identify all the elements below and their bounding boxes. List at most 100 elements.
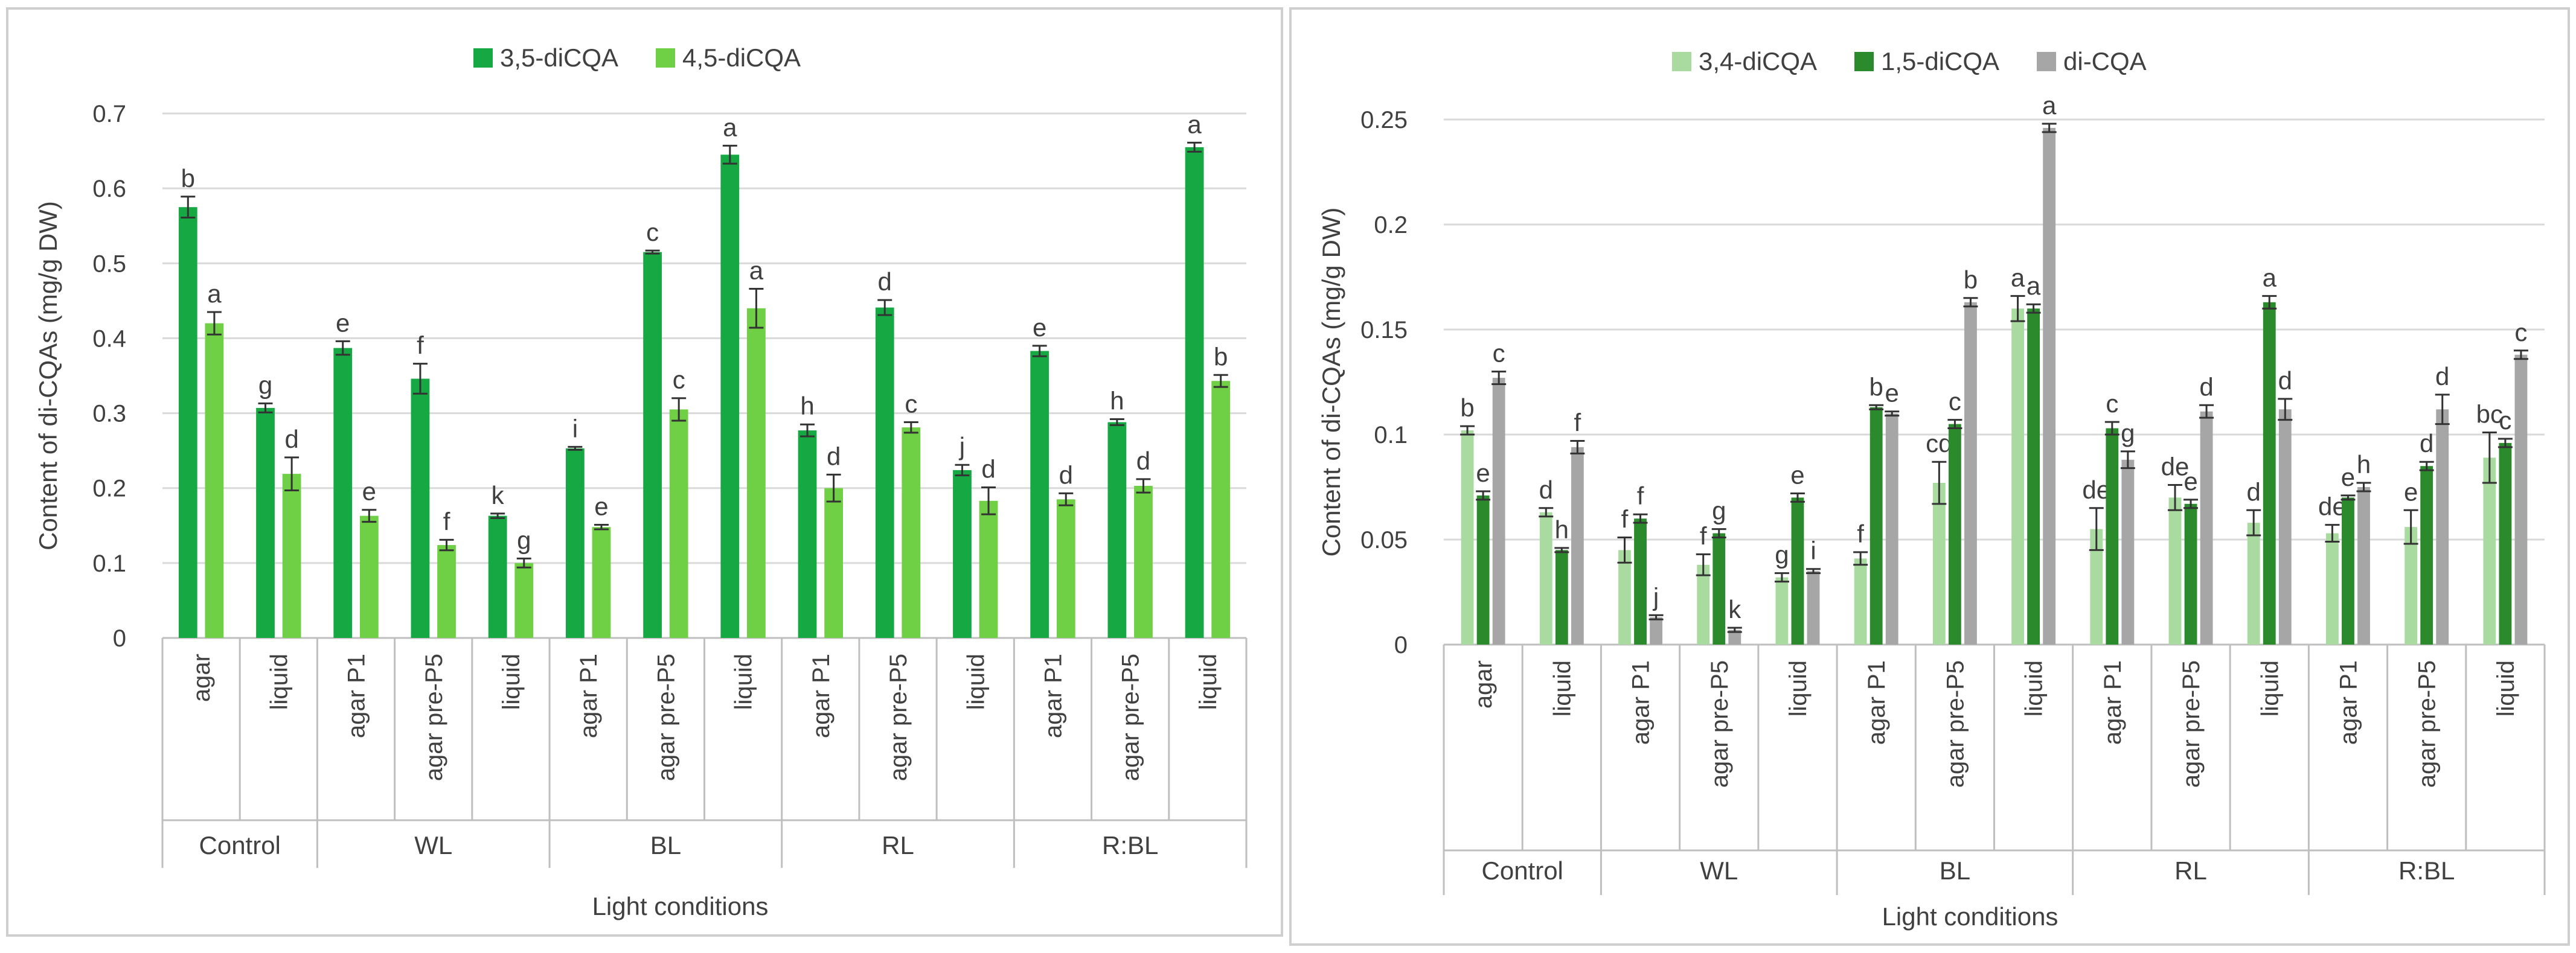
bar-di-CQA — [1807, 571, 1820, 645]
significance-label: d — [827, 442, 841, 470]
bar-3,4-diCQA — [1618, 550, 1631, 645]
legend-label: 4,5-diCQA — [682, 43, 801, 72]
bar-4,5-diCQA — [359, 515, 379, 638]
bar-4,5-diCQA — [205, 323, 224, 638]
y-tick-label: 0.5 — [92, 250, 126, 277]
y-tick-label: 0.1 — [1374, 422, 1408, 448]
bar-3,4-diCQA — [2326, 533, 2339, 645]
bar-3,5-diCQA — [953, 470, 972, 638]
significance-label: a — [2027, 272, 2041, 300]
significance-label: d — [1059, 461, 1073, 489]
bar-1,5-diCQA — [2342, 497, 2354, 645]
x-axis-title: Light conditions — [1882, 902, 2059, 931]
bar-4,5-diCQA — [747, 308, 766, 638]
significance-label: d — [1136, 447, 1150, 475]
bar-3,4-diCQA — [2405, 527, 2418, 645]
bar-3,4-diCQA — [1854, 558, 1867, 645]
bar-3,5-diCQA — [178, 207, 197, 638]
bar-di-CQA — [1964, 302, 1977, 645]
bar-3,4-diCQA — [1539, 512, 1552, 645]
significance-label: e — [1885, 379, 1899, 407]
bar-1,5-diCQA — [2106, 428, 2119, 645]
significance-label: b — [1964, 266, 1978, 294]
legend-swatch-3,4-diCQA — [1672, 52, 1691, 71]
significance-label: a — [2011, 263, 2025, 292]
significance-label: a — [723, 113, 737, 141]
bar-3,5-diCQA — [1107, 422, 1127, 638]
x-tick-label: liquid — [1195, 654, 1222, 710]
legend-label: 3,5-diCQA — [500, 43, 618, 72]
legend-swatch-1,5-diCQA — [1854, 52, 1874, 71]
significance-label: c — [646, 218, 659, 246]
significance-label: f — [1637, 482, 1644, 510]
significance-label: j — [1652, 582, 1659, 611]
bar-4,5-diCQA — [669, 409, 688, 638]
bar-1,5-diCQA — [2420, 466, 2433, 645]
significance-label: c — [1949, 387, 1961, 416]
significance-label: h — [1110, 387, 1124, 415]
bar-di-CQA — [2121, 459, 2135, 645]
x-tick-label: liquid — [1785, 660, 1812, 716]
y-tick-label: 0.2 — [92, 476, 126, 502]
bar-3,4-diCQA — [2247, 523, 2260, 645]
bar-4,5-diCQA — [592, 527, 611, 638]
bar-di-CQA — [1728, 629, 1741, 645]
bar-3,4-diCQA — [2011, 308, 2024, 645]
significance-label: c — [905, 389, 917, 418]
x-tick-label: agar P1 — [2100, 660, 2126, 745]
significance-label: c — [2499, 406, 2511, 435]
significance-label: c — [1493, 339, 1505, 368]
bar-4,5-diCQA — [979, 500, 998, 638]
significance-label: g — [258, 371, 272, 399]
x-tick-label: agar P1 — [575, 654, 602, 738]
significance-label: h — [800, 392, 814, 420]
significance-label: de — [2082, 476, 2110, 504]
x-tick-label: liquid — [2257, 660, 2283, 716]
x-axis-title: Light conditions — [592, 892, 769, 920]
bar-3,5-diCQA — [256, 407, 275, 638]
legend-label: 1,5-diCQA — [1881, 47, 1999, 75]
significance-label: f — [1574, 408, 1581, 436]
significance-label: k — [492, 481, 505, 509]
group-label: Control — [199, 831, 281, 859]
bar-di-CQA — [2514, 354, 2528, 645]
legend-swatch-4,5-diCQA — [656, 48, 675, 68]
bar-1,5-diCQA — [1713, 533, 1726, 645]
x-tick-label: agar pre-P5 — [2178, 660, 2205, 788]
significance-label: d — [284, 425, 298, 453]
x-tick-label: agar pre-P5 — [1118, 654, 1144, 781]
significance-label: de — [2318, 492, 2347, 521]
bar-1,5-diCQA — [2499, 442, 2512, 645]
significance-label: a — [207, 279, 222, 308]
significance-label: b — [1214, 342, 1228, 371]
bar-4,5-diCQA — [824, 488, 844, 638]
y-tick-label: 0 — [1394, 632, 1408, 658]
x-tick-label: liquid — [731, 654, 757, 710]
significance-label: f — [1700, 521, 1707, 550]
bar-di-CQA — [1492, 378, 1505, 645]
significance-label: a — [749, 256, 764, 284]
x-tick-label: agar pre-P5 — [2414, 660, 2441, 788]
x-tick-label: agar P1 — [808, 654, 835, 738]
y-tick-label: 0 — [113, 625, 126, 652]
significance-label: d — [878, 267, 892, 296]
chart-panel-left: 0 0.1 0.2 0.3 0.4 0.5 0.6 0.7 b a agar g d liquid e e ag… — [6, 7, 1283, 937]
significance-label: a — [1187, 110, 1202, 138]
bar-4,5-diCQA — [437, 545, 456, 638]
x-tick-label: agar — [188, 654, 215, 702]
bar-3,5-diCQA — [1185, 147, 1204, 639]
bar-3,4-diCQA — [2168, 497, 2182, 645]
group-label: BL — [1940, 856, 1970, 885]
bar-di-CQA — [1650, 617, 1662, 645]
y-tick-label: 0.25 — [1360, 107, 1408, 133]
x-tick-label: agar pre-P5 — [885, 654, 912, 781]
significance-label: c — [673, 366, 685, 394]
bar-1,5-diCQA — [2027, 308, 2040, 645]
significance-label: cd — [1926, 429, 1952, 457]
significance-label: c — [2106, 389, 2118, 418]
bar-3,5-diCQA — [411, 378, 430, 638]
significance-label: f — [443, 507, 450, 535]
significance-label: c — [2514, 318, 2527, 346]
bar-1,5-diCQA — [1476, 495, 1490, 645]
significance-label: g — [2121, 419, 2135, 447]
